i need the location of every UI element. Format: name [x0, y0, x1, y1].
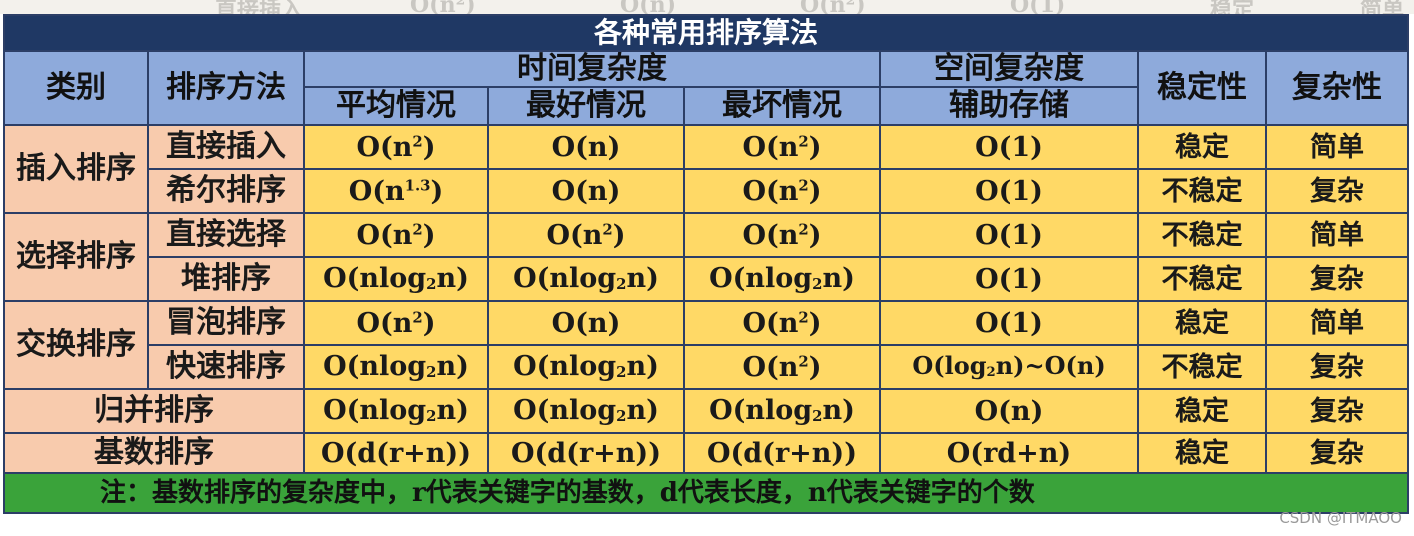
complexity-cell: 复杂 — [1264, 168, 1410, 214]
worst-cell: O(n2) — [683, 300, 881, 346]
best-cell: O(nlog2n) — [487, 256, 685, 302]
header-complexity: 复杂性 — [1264, 50, 1410, 126]
worst-cell: O(n2) — [683, 124, 881, 170]
space-cell: O(n) — [879, 388, 1139, 434]
worst-cell: O(d(r+n)) — [683, 432, 881, 474]
best-cell: O(nlog2n) — [487, 344, 685, 390]
method-cell: 堆排序 — [147, 256, 305, 302]
complexity-cell: 复杂 — [1264, 256, 1410, 302]
header-method: 排序方法 — [147, 50, 305, 126]
stability-cell: 不稳定 — [1137, 212, 1267, 258]
group-selection: 选择排序 — [3, 212, 149, 302]
best-cell: O(n) — [487, 300, 685, 346]
stability-cell: 不稳定 — [1137, 344, 1267, 390]
method-cell: 冒泡排序 — [147, 300, 305, 346]
header-space-complexity: 空间复杂度 — [879, 50, 1139, 88]
worst-cell: O(n2) — [683, 344, 881, 390]
stability-cell: 不稳定 — [1137, 256, 1267, 302]
best-cell: O(d(r+n)) — [487, 432, 685, 474]
header-average: 平均情况 — [303, 86, 489, 126]
best-cell: O(nlog2n) — [487, 388, 685, 434]
header-worst: 最坏情况 — [683, 86, 881, 126]
stability-cell: 稳定 — [1137, 300, 1267, 346]
space-cell: O(1) — [879, 212, 1139, 258]
method-cell: 直接选择 — [147, 212, 305, 258]
table-title: 各种常用排序算法 — [2, 14, 1410, 52]
method-cell: 希尔排序 — [147, 168, 305, 214]
stability-cell: 稳定 — [1137, 388, 1267, 434]
complexity-cell: 复杂 — [1264, 344, 1410, 390]
worst-cell: O(n2) — [683, 212, 881, 258]
stability-cell: 不稳定 — [1137, 168, 1267, 214]
best-cell: O(n) — [487, 124, 685, 170]
method-cell: 快速排序 — [147, 344, 305, 390]
space-cell: O(1) — [879, 124, 1139, 170]
space-cell: O(1) — [879, 168, 1139, 214]
previous-table-fragment: 直接插入 O(n²) O(n) O(n²) O(1) 稳定 简单 — [0, 0, 1414, 14]
worst-cell: O(nlog2n) — [683, 388, 881, 434]
stability-cell: 稳定 — [1137, 124, 1267, 170]
best-cell: O(n2) — [487, 212, 685, 258]
complexity-cell: 简单 — [1264, 300, 1410, 346]
complexity-cell: 复杂 — [1264, 432, 1410, 474]
average-cell: O(n2) — [303, 300, 489, 346]
worst-cell: O(n2) — [683, 168, 881, 214]
complexity-cell: 复杂 — [1264, 388, 1410, 434]
space-cell: O(1) — [879, 256, 1139, 302]
header-stability: 稳定性 — [1137, 50, 1267, 126]
average-cell: O(n2) — [303, 212, 489, 258]
group-radix: 基数排序 — [3, 432, 305, 474]
space-cell: O(1) — [879, 300, 1139, 346]
average-cell: O(nlog2n) — [303, 344, 489, 390]
watermark: CSDN @ITMAOO — [1279, 509, 1402, 527]
average-cell: O(nlog2n) — [303, 256, 489, 302]
average-cell: O(d(r+n)) — [303, 432, 489, 474]
space-cell: O(log2n)~O(n) — [879, 344, 1139, 390]
footnote: 注：基数排序的复杂度中，r代表关键字的基数，d代表长度，n代表关键字的个数 — [2, 472, 1410, 514]
best-cell: O(n) — [487, 168, 685, 214]
header-time-complexity: 时间复杂度 — [303, 50, 881, 88]
average-cell: O(n2) — [303, 124, 489, 170]
group-insertion: 插入排序 — [3, 124, 149, 214]
method-cell: 直接插入 — [147, 124, 305, 170]
stability-cell: 稳定 — [1137, 432, 1267, 474]
sorting-algorithms-table: 各种常用排序算法 类别 排序方法 时间复杂度 空间复杂度 稳定性 复杂性 平均情… — [2, 14, 1410, 514]
space-cell: O(rd+n) — [879, 432, 1139, 474]
header-category: 类别 — [3, 50, 149, 126]
average-cell: O(n1.3) — [303, 168, 489, 214]
complexity-cell: 简单 — [1264, 124, 1410, 170]
group-merge: 归并排序 — [3, 388, 305, 434]
complexity-cell: 简单 — [1264, 212, 1410, 258]
header-best: 最好情况 — [487, 86, 685, 126]
sorting-table-container: 各种常用排序算法 类别 排序方法 时间复杂度 空间复杂度 稳定性 复杂性 平均情… — [2, 14, 1410, 514]
group-exchange: 交换排序 — [3, 300, 149, 390]
average-cell: O(nlog2n) — [303, 388, 489, 434]
worst-cell: O(nlog2n) — [683, 256, 881, 302]
header-auxiliary: 辅助存储 — [879, 86, 1139, 126]
